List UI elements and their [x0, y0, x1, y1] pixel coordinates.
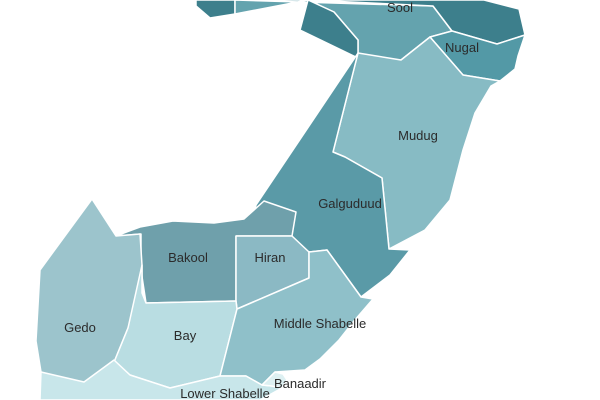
svg-text:Gedo: Gedo [64, 320, 96, 335]
svg-text:Middle Shabelle: Middle Shabelle [274, 316, 367, 331]
svg-text:Nugal: Nugal [445, 40, 479, 55]
svg-text:Bay: Bay [174, 328, 197, 343]
svg-text:Lower Shabelle: Lower Shabelle [180, 386, 270, 400]
svg-text:Banaadir: Banaadir [274, 376, 327, 391]
svg-text:Bakool: Bakool [168, 250, 208, 265]
svg-text:Mudug: Mudug [398, 128, 438, 143]
svg-text:Sool: Sool [387, 0, 413, 15]
svg-text:Hiran: Hiran [254, 250, 285, 265]
svg-text:Galguduud: Galguduud [318, 196, 382, 211]
